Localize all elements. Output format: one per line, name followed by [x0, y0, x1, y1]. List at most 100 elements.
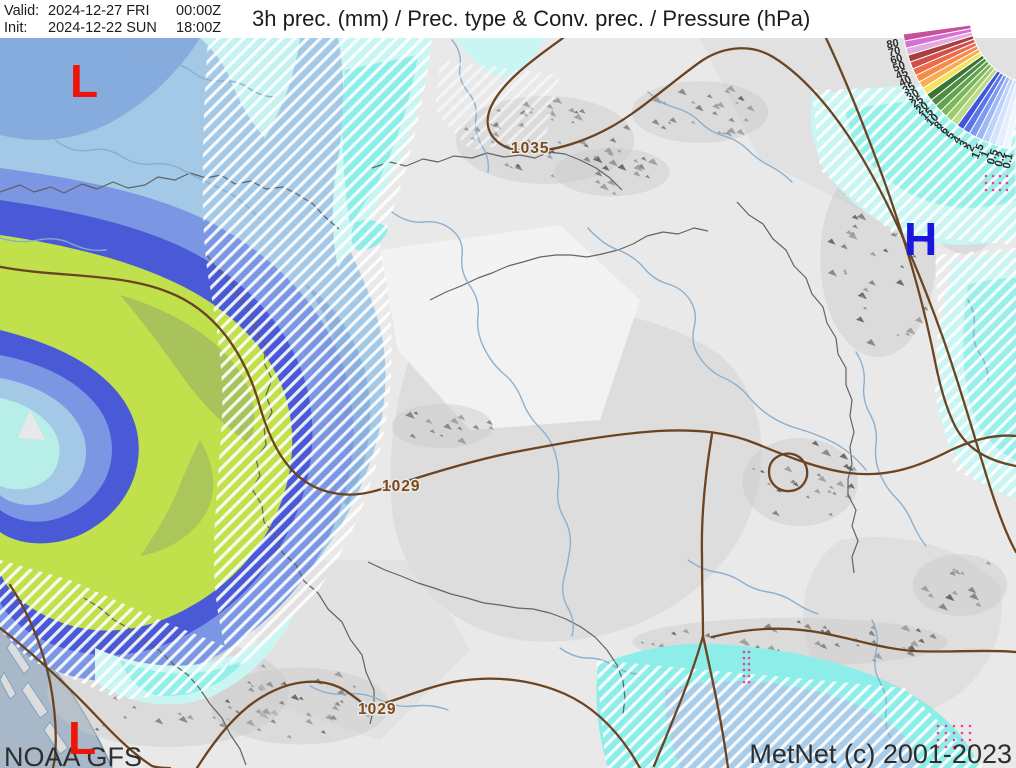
- mountain-ridge-mark: [848, 232, 858, 240]
- mountain-ridge-mark: [827, 238, 836, 245]
- mountain-ridge-mark: [737, 95, 745, 102]
- mountain-ridge-mark: [728, 117, 735, 123]
- mountain-ridge-mark: [579, 108, 586, 114]
- mountain-ridge-mark: [305, 718, 314, 725]
- freezing-rain-dot: [991, 181, 995, 185]
- mountain-ridge-mark: [847, 483, 856, 489]
- mountain-ridge-mark: [606, 179, 616, 186]
- mountain-ridge-mark: [969, 593, 979, 601]
- mountain-ridge-mark: [914, 316, 924, 324]
- mountain-ridge-mark: [819, 643, 828, 650]
- mountain-ridge-mark: [247, 687, 255, 693]
- mountain-ridge-mark: [716, 101, 725, 109]
- mountain-ridge-mark: [154, 718, 164, 725]
- mountain-ridge-mark: [379, 709, 386, 714]
- mountain-ridge-mark: [922, 306, 929, 311]
- mountain-ridge-mark: [746, 105, 755, 112]
- freezing-rain-dot: [952, 724, 956, 728]
- freezing-rain-dot: [936, 738, 940, 742]
- mountain-ridge-mark: [611, 191, 617, 196]
- mountain-ridge-mark: [706, 94, 713, 99]
- mountain-ridge-mark: [450, 417, 459, 425]
- isobar-right: [824, 38, 1016, 468]
- mountain-ridge-mark: [927, 593, 934, 599]
- freezing-rain-dot: [944, 738, 948, 742]
- mountain-ridge-mark: [871, 639, 878, 645]
- mountain-ridge-mark: [682, 628, 690, 634]
- mountain-ridge-mark: [331, 705, 340, 711]
- map-title: 3h prec. (mm) / Prec. type & Conv. prec.…: [252, 6, 810, 31]
- legend-tick-label: 0.1: [1001, 152, 1016, 169]
- init-time: 18:00Z: [176, 20, 221, 36]
- mountain-ridge-mark: [547, 110, 557, 117]
- mountain-ridge-mark: [814, 640, 823, 647]
- mountain-ridge-mark: [912, 254, 917, 258]
- mountain-ridge-mark: [869, 251, 877, 257]
- mountain-ridge-mark: [632, 171, 641, 177]
- mountain-ridge-mark: [599, 183, 609, 191]
- header: Valid: 2024-12-27 FRI 00:00Z Init: 2024-…: [0, 0, 1016, 38]
- mountain-ridge-mark: [660, 125, 667, 130]
- mountain-shade: [391, 404, 493, 448]
- freezing-rain-dot: [998, 188, 1002, 192]
- mountain-ridge-mark: [868, 280, 876, 286]
- freezing-rain-dot: [984, 188, 988, 192]
- init-label: Init:: [4, 20, 27, 36]
- mountain-ridge-mark: [832, 491, 837, 496]
- mountain-ridge-mark: [890, 232, 897, 238]
- legend-tick-label: 40: [897, 74, 913, 90]
- mountain-ridge-mark: [852, 224, 858, 229]
- mountain-ridge-mark: [805, 495, 810, 499]
- precip-olive-core: [120, 295, 255, 445]
- freezing-rain-dot: [984, 174, 988, 178]
- mountain-ridge-mark: [651, 119, 660, 126]
- mountain-ridge-mark: [258, 711, 269, 720]
- mountain-ridge-mark: [609, 137, 617, 144]
- mountain-ridge-mark: [255, 708, 263, 715]
- legend-color-segment: [1002, 96, 1016, 150]
- isobar-trough: [652, 432, 730, 768]
- isobars: [0, 38, 1016, 768]
- mountain-ridge-mark: [286, 734, 292, 739]
- mountain-ridge-mark: [760, 469, 765, 474]
- freezing-rain-dot: [742, 674, 746, 678]
- legend-tick-label: 0.5: [985, 148, 1001, 166]
- freezing-rain-dot: [742, 668, 746, 672]
- mountain-ridge-mark: [246, 681, 252, 685]
- mountain-ridge-mark: [834, 642, 841, 648]
- mountain-ridge-mark: [953, 569, 961, 576]
- freezing-rain-dot: [968, 724, 972, 728]
- isobar-small-loop: [767, 452, 809, 493]
- mountain-ridge-mark: [281, 681, 288, 686]
- mountain-ridge-mark: [929, 633, 937, 640]
- mountain-ridge-mark: [234, 709, 240, 714]
- mountain-ridge-mark: [694, 104, 704, 112]
- freezing-rain-dot: [991, 188, 995, 192]
- mountain-ridge-mark: [270, 719, 277, 724]
- mountain-ridge-mark: [704, 632, 713, 639]
- mountain-ridge-mark: [603, 147, 614, 155]
- mountain-ridge-mark: [258, 687, 264, 692]
- mountain-ridge-mark: [829, 485, 834, 490]
- mountain-ridge-mark: [298, 696, 304, 701]
- mountain-ridge-mark: [250, 684, 255, 688]
- mountain-ridge-mark: [550, 174, 556, 178]
- mountain-ridge-mark: [669, 117, 677, 123]
- mountain-ridge-mark: [905, 327, 916, 335]
- mountain-ridge-mark: [846, 466, 854, 472]
- freezing-rain-dot: [968, 731, 972, 735]
- mountain-ridge-mark: [265, 681, 274, 688]
- mountain-ridge-mark: [647, 158, 658, 166]
- mountain-ridge-mark: [951, 590, 959, 596]
- mountain-ridge-mark: [938, 603, 948, 611]
- mountain-ridge-mark: [270, 709, 279, 717]
- freezing-rain-dot: [936, 745, 940, 749]
- mountain-ridge-mark: [895, 279, 905, 286]
- isobar-1035: [486, 38, 1016, 554]
- mountain-ridge-mark: [820, 629, 825, 633]
- freezing-rain-dot: [747, 680, 751, 684]
- freezing-rain-dot: [742, 662, 746, 666]
- mountain-ridge-mark: [817, 475, 827, 483]
- mountain-ridge-mark: [131, 705, 137, 710]
